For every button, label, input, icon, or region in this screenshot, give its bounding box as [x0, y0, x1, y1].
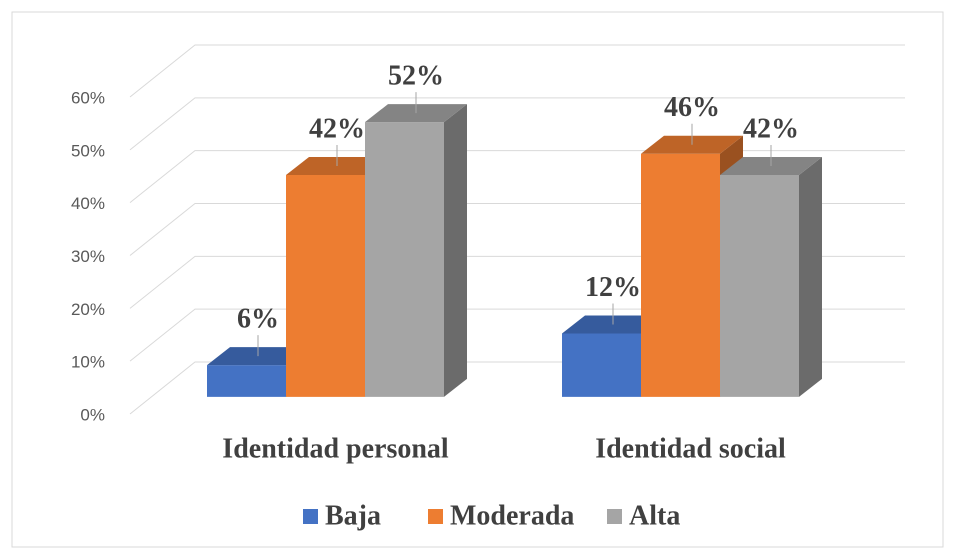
y-tick-label: 0%	[80, 405, 105, 424]
legend-swatch	[303, 509, 318, 524]
bar-front	[720, 174, 799, 397]
legend-swatch	[428, 509, 443, 524]
bar	[720, 156, 822, 397]
bar	[365, 104, 467, 397]
bar-side	[799, 156, 822, 397]
legend-label: Baja	[325, 500, 381, 531]
legend-label: Alta	[629, 500, 680, 531]
legend-swatch	[607, 509, 622, 524]
x-tick-label: Identidad social	[595, 433, 786, 464]
data-label: 52%	[388, 61, 444, 92]
grid-line	[129, 44, 905, 98]
data-label: 42%	[743, 113, 799, 144]
bar-front	[641, 153, 720, 397]
legend-label: Moderada	[450, 500, 574, 531]
bar-front	[365, 122, 444, 397]
bar-front	[286, 174, 365, 397]
y-tick-label: 50%	[71, 141, 105, 160]
y-tick-label: 40%	[71, 194, 105, 213]
bar-side	[444, 104, 467, 397]
y-tick-label: 30%	[71, 247, 105, 266]
data-label: 6%	[237, 304, 279, 335]
data-label: 12%	[585, 272, 641, 303]
y-tick-label: 20%	[71, 300, 105, 319]
y-tick-label: 10%	[71, 353, 105, 372]
y-tick-label: 60%	[71, 88, 105, 107]
grid-line	[129, 97, 905, 151]
data-label: 42%	[309, 113, 365, 144]
x-tick-label: Identidad personal	[222, 433, 449, 464]
data-label: 46%	[664, 92, 720, 123]
bar-front	[207, 365, 286, 397]
bar-front	[562, 333, 641, 397]
